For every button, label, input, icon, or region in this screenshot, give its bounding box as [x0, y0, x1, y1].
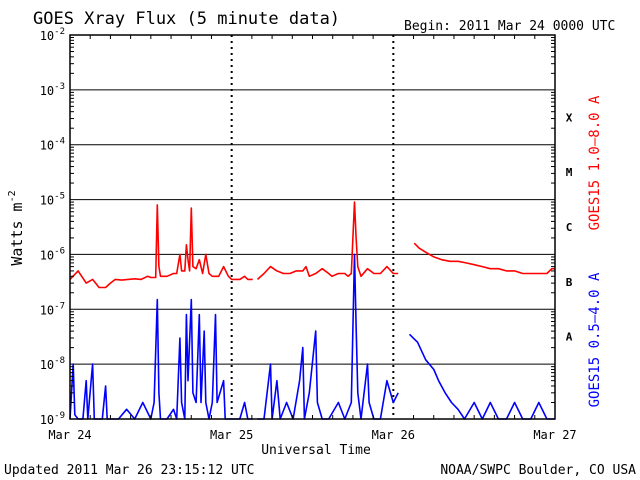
y-axis-label: Watts m-2: [7, 190, 26, 265]
y-tick-label: 10-3: [40, 82, 65, 98]
series-line-long: [256, 201, 399, 280]
flare-class-label: X: [566, 111, 573, 124]
legend-series-short: GOES15 0.5–4.0 A: [587, 272, 603, 407]
y-tick-exp: -5: [54, 192, 65, 202]
series-line-short: [69, 298, 253, 420]
y-tick-base: 10: [40, 413, 54, 427]
y-tick-label: 10-6: [40, 246, 65, 262]
legend-series-long: GOES15 1.0–8.0 A: [587, 95, 603, 230]
y-tick-base: 10: [40, 84, 54, 98]
flare-class-label: M: [566, 166, 573, 179]
y-tick-exp: -9: [54, 411, 65, 421]
y-axis-label-exp: -2: [7, 190, 18, 202]
y-tick-label: 10-5: [40, 192, 65, 208]
y-axis-label-base: Watts m: [8, 202, 26, 265]
y-tick-exp: -2: [54, 27, 65, 37]
y-tick-base: 10: [40, 139, 54, 153]
x-tick-label: Mar 26: [372, 428, 415, 442]
y-tick-base: 10: [40, 248, 54, 262]
y-tick-label: 10-4: [40, 137, 65, 153]
x-tick-label: Mar 27: [533, 428, 576, 442]
y-tick-base: 10: [40, 194, 54, 208]
y-tick-exp: -3: [54, 82, 65, 92]
y-tick-exp: -4: [54, 137, 65, 147]
y-tick-base: 10: [40, 29, 54, 43]
series-line-short: [408, 333, 555, 420]
chart-title: GOES Xray Flux (5 minute data): [33, 9, 340, 29]
y-tick-base: 10: [40, 303, 54, 317]
flare-class-label: C: [566, 221, 573, 234]
series-line-short: [257, 253, 399, 420]
x-tick-label: Mar 25: [210, 428, 253, 442]
series-line-long: [413, 242, 555, 275]
y-tick-exp: -7: [54, 301, 65, 311]
series-layer: [69, 201, 555, 420]
begin-time: Begin: 2011 Mar 24 0000 UTC: [404, 19, 615, 34]
y-tick-label: 10-8: [40, 356, 65, 372]
y-tick-label: 10-2: [40, 27, 65, 43]
y-tick-label: 10-7: [40, 301, 65, 317]
flare-class-label: A: [566, 331, 573, 344]
x-axis-label: Universal Time: [261, 443, 371, 458]
y-tick-exp: -8: [54, 356, 65, 366]
y-tick-base: 10: [40, 358, 54, 372]
plot-frame: [69, 34, 556, 420]
y-tick-exp: -6: [54, 246, 65, 256]
grid-layer: [70, 34, 555, 420]
x-tick-label: Mar 24: [48, 428, 91, 442]
series-line-long: [69, 204, 253, 289]
flare-class-label: B: [566, 276, 573, 289]
credit-text: NOAA/SWPC Boulder, CO USA: [440, 463, 636, 478]
y-tick-label: 10-9: [40, 411, 65, 427]
updated-timestamp: Updated 2011 Mar 26 23:15:12 UTC: [4, 463, 254, 478]
